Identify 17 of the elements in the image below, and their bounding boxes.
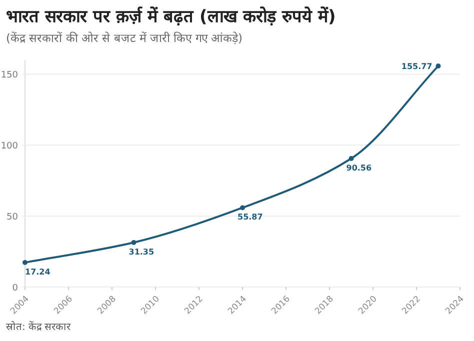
chart-subtitle: (केंद्र सरकारों की ओर से बजट में जारी किए गए आंकड़े) <box>6 31 243 45</box>
y-tick-label: 0 <box>12 284 18 294</box>
data-label: 155.77 <box>401 62 432 71</box>
point <box>22 260 28 266</box>
point <box>240 205 245 210</box>
data-label: 31.35 <box>128 248 154 257</box>
point <box>436 64 441 68</box>
chart-title: भारत सरकार पर क़र्ज़ में बढ़त (लाख करोड़ रुपये में) <box>6 6 336 27</box>
y-tick-label: 50 <box>6 212 18 223</box>
y-tick-label: 100 <box>0 142 18 152</box>
data-label: 90.56 <box>346 164 372 173</box>
data-label: 55.87 <box>238 212 263 222</box>
data-label: 17.24 <box>25 268 51 277</box>
y-tick-label: 150 <box>0 70 18 81</box>
point <box>131 240 136 246</box>
point <box>348 156 354 162</box>
text: स्रोत: केंद्र सरकार <box>6 321 72 333</box>
